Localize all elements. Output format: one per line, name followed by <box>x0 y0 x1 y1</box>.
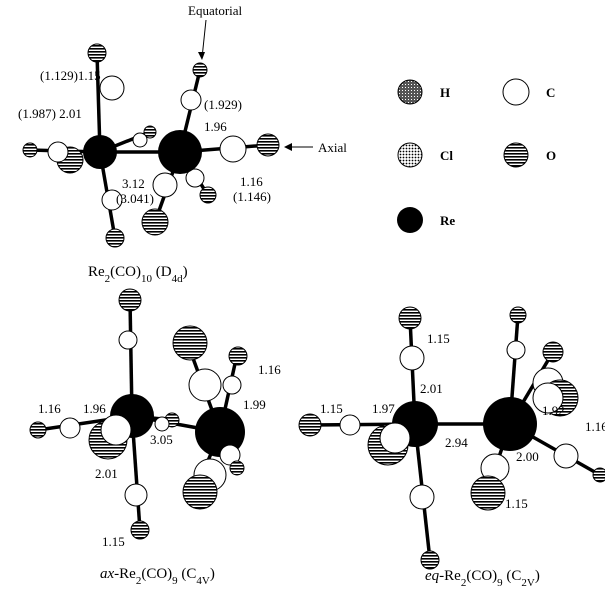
legend: H C Cl O Re <box>397 79 556 233</box>
bond-label: 1.15 <box>505 496 528 511</box>
caption-part: ) <box>210 566 215 582</box>
bond-label: 1.99 <box>243 397 266 412</box>
molecule-3: 1.15 1.97 1.15 2.01 2.94 1.92 1.16 2.00 … <box>299 307 605 589</box>
caption-part: ) <box>535 568 540 584</box>
molecule-1: (1.129)1.15 (1.987) 2.01 (1.929) 1.96 3.… <box>18 3 347 285</box>
caption-part: (C <box>503 568 522 584</box>
bond-label: 2.94 <box>445 435 468 450</box>
legend-label: O <box>546 148 556 163</box>
caption-part: -Re <box>114 566 136 582</box>
caption-part: 2V <box>521 577 535 589</box>
legend-label: Re <box>440 213 455 228</box>
caption: eq-Re2(CO)9 (C2V) <box>425 568 540 589</box>
bond-label: 2.01 <box>95 466 118 481</box>
bond-label: 1.15 <box>427 331 450 346</box>
bond-label: 1.16 <box>585 419 605 434</box>
legend-label: Cl <box>440 148 453 163</box>
legend-label: C <box>546 85 555 100</box>
bond-label: 1.16 <box>240 174 263 189</box>
caption-part: (C <box>178 566 197 582</box>
bond-label: 3.12 <box>122 176 145 191</box>
bond-label: (3.041) <box>116 191 154 206</box>
figure: (1.129)1.15 (1.987) 2.01 (1.929) 1.96 3.… <box>0 0 605 589</box>
caption-part: ) <box>183 264 188 280</box>
bond-label: 1.15 <box>102 534 125 549</box>
annotation: Equatorial <box>188 3 243 18</box>
caption-part: (CO) <box>110 264 141 280</box>
bond-label: 2.01 <box>420 381 443 396</box>
caption-part: -Re <box>439 568 461 584</box>
caption-part: 4V <box>196 575 210 587</box>
bond-label: (1.129)1.15 <box>40 68 101 83</box>
annotation: Axial <box>318 140 347 155</box>
caption: ax-Re2(CO)9 (C4V) <box>100 566 215 587</box>
caption: Re2(CO)10 (D4d) <box>88 264 188 285</box>
bond-label: 1.96 <box>204 119 227 134</box>
bond-label: 1.15 <box>320 401 343 416</box>
legend-label: H <box>440 85 450 100</box>
caption-part: 4d <box>172 273 184 285</box>
caption-part: (CO) <box>141 566 172 582</box>
caption-part: 10 <box>141 273 153 285</box>
bond-label: (1.929) <box>204 97 242 112</box>
caption-part: (CO) <box>466 568 497 584</box>
bond-label: 1.16 <box>38 401 61 416</box>
bond-label: 3.05 <box>150 432 173 447</box>
bond-label: 1.16 <box>258 362 281 377</box>
bond-label: (1.146) <box>233 189 271 204</box>
caption-part: ax <box>100 566 115 582</box>
bond-label: (1.987) 2.01 <box>18 106 82 121</box>
molecule-2: 1.16 1.96 3.05 1.99 1.16 2.01 1.15 ax-Re… <box>30 289 281 587</box>
bond-label: 1.96 <box>83 401 106 416</box>
caption-part: eq <box>425 568 440 584</box>
caption-part: (D <box>152 264 172 280</box>
bond-label: 1.92 <box>542 403 565 418</box>
caption-part: Re <box>88 264 105 280</box>
bond-label: 1.97 <box>372 401 395 416</box>
bond-label: 2.00 <box>516 449 539 464</box>
